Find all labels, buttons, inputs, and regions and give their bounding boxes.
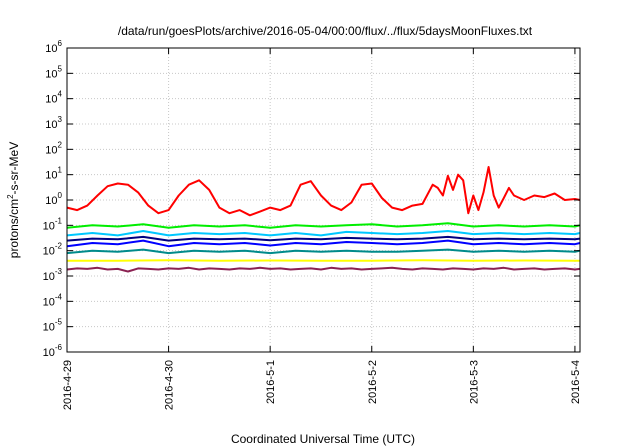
chart-title: /data/run/goesPlots/archive/2016-05-04/0… [118, 24, 533, 38]
series-line-6 [66, 248, 581, 255]
y-tick-label: 10-2 [43, 242, 63, 258]
y-tick-labels: 10-6 10-5 10-4 10-3 10-2 10-1 100 101 102 103 104 1… [43, 39, 63, 359]
axis-ticks [66, 47, 580, 353]
y-axis-label-suffix: -s-sr-MeV [7, 142, 21, 195]
y-tick-label: 10-1 [43, 216, 63, 232]
series-line-7 [67, 259, 580, 262]
y-tick-label: 10-4 [43, 292, 63, 308]
x-tick-label: 2016-4-30 [164, 360, 176, 410]
x-tick-label: 2016-5-1 [265, 360, 277, 404]
series-line-1 [66, 166, 581, 217]
series-line-8 [66, 266, 581, 273]
series-line-4 [66, 239, 581, 248]
y-tick-label: 101 [45, 166, 62, 182]
y-tick-label: 105 [45, 64, 62, 80]
y-tick-label: 102 [45, 140, 62, 156]
series-layer [66, 166, 581, 273]
y-tick-label: 10-6 [43, 343, 63, 359]
y-tick-label: 104 [45, 90, 62, 106]
series-line-5 [66, 235, 581, 242]
x-tick-label: 2016-5-2 [367, 360, 379, 404]
y-axis-label-prefix: protons/cm [7, 199, 21, 258]
series-line-3 [66, 230, 581, 237]
x-tick-label: 2016-5-3 [468, 360, 480, 404]
y-tick-label: 10-5 [43, 318, 63, 334]
x-tick-label: 2016-4-29 [62, 360, 74, 410]
series-line-2 [66, 222, 581, 229]
y-tick-label: 106 [45, 39, 62, 55]
y-tick-label: 100 [45, 191, 62, 207]
y-tick-label: 10-3 [43, 267, 63, 283]
y-axis-label-exponent: 2 [6, 194, 15, 199]
y-tick-label: 103 [45, 115, 62, 131]
y-axis-label: protons/cm2-s-sr-MeV [6, 142, 21, 258]
x-axis-label: Coordinated Universal Time (UTC) [231, 432, 415, 446]
x-tick-label: 2016-5-4 [570, 360, 582, 404]
x-tick-labels: 2016-4-29 2016-4-30 2016-5-1 2016-5-2 2016-5… [62, 360, 582, 410]
